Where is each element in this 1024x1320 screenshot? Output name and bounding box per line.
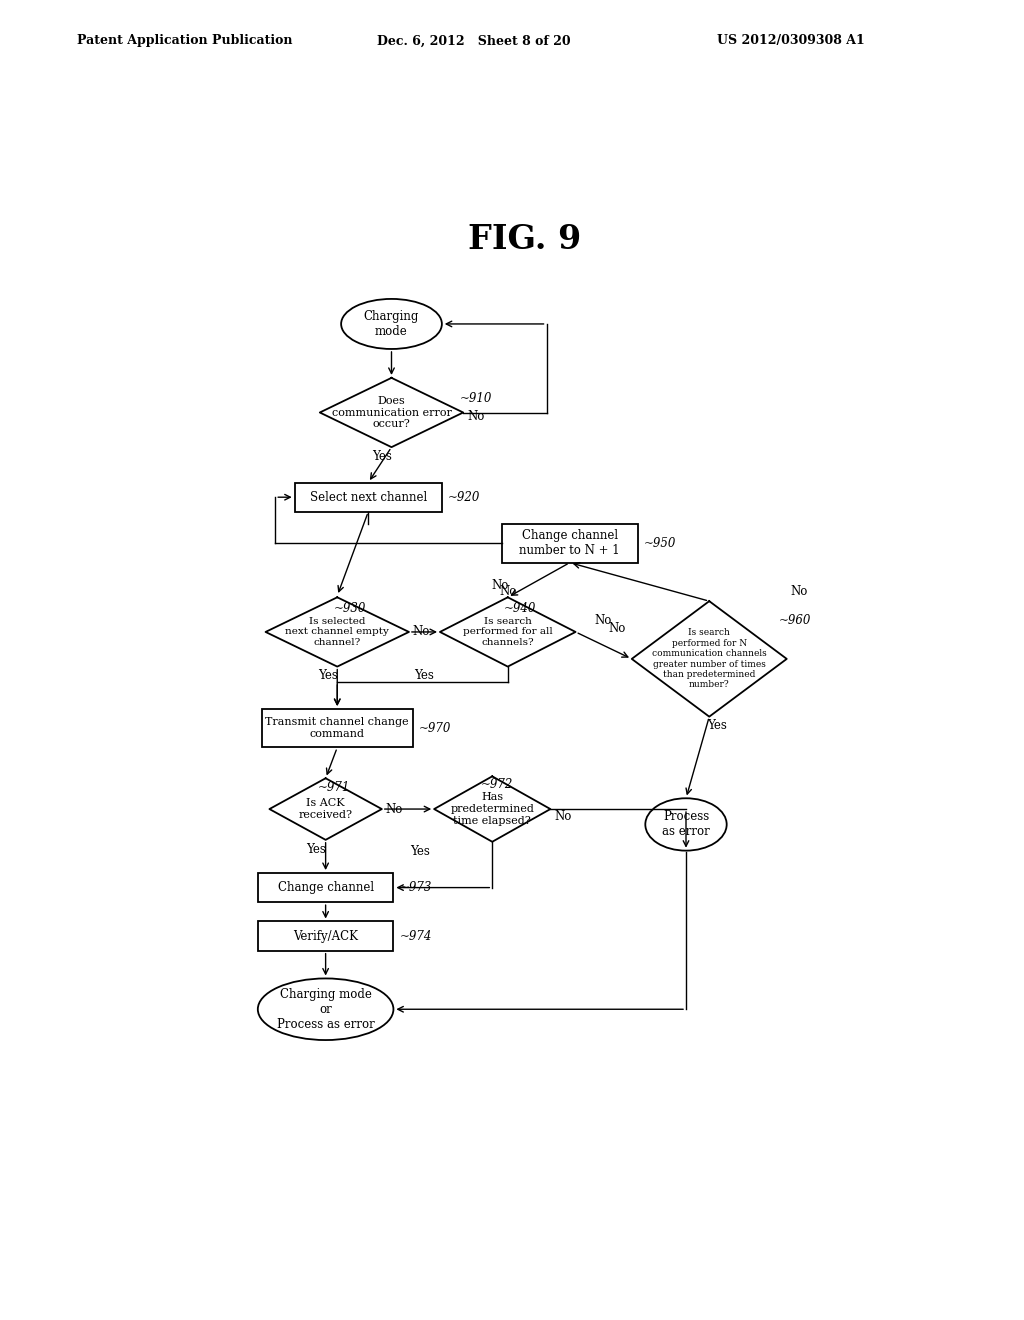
Text: Yes: Yes — [707, 719, 727, 733]
Text: No: No — [791, 585, 808, 598]
Text: Dec. 6, 2012   Sheet 8 of 20: Dec. 6, 2012 Sheet 8 of 20 — [377, 34, 570, 48]
Text: Does
communication error
occur?: Does communication error occur? — [332, 396, 452, 429]
Bar — [258, 873, 393, 903]
Bar — [502, 524, 638, 562]
Text: No: No — [499, 585, 516, 598]
Text: No: No — [467, 409, 484, 422]
Text: ~910: ~910 — [460, 392, 492, 405]
Text: Select next channel: Select next channel — [309, 491, 427, 504]
Text: Transmit channel change
command: Transmit channel change command — [265, 717, 409, 739]
Text: Yes: Yes — [373, 450, 392, 463]
Text: ~940: ~940 — [504, 602, 537, 615]
Text: ~960: ~960 — [779, 614, 811, 627]
Text: ~970: ~970 — [419, 722, 452, 735]
Text: ~920: ~920 — [449, 491, 480, 504]
Text: Is ACK
received?: Is ACK received? — [299, 799, 352, 820]
Text: Is search
performed for all
channels?: Is search performed for all channels? — [463, 616, 553, 647]
Text: Yes: Yes — [411, 845, 430, 858]
Text: No: No — [386, 803, 403, 816]
Text: ~950: ~950 — [644, 537, 676, 550]
Text: Patent Application Publication: Patent Application Publication — [77, 34, 292, 48]
Text: No: No — [492, 579, 509, 593]
Text: No: No — [594, 614, 611, 627]
Text: Is search
performed for N
communication channels
greater number of times
than pr: Is search performed for N communication … — [652, 628, 767, 689]
Text: Charging
mode: Charging mode — [364, 310, 419, 338]
Text: Verify/ACK: Verify/ACK — [293, 929, 358, 942]
Text: Change channel: Change channel — [278, 880, 374, 894]
Text: FIG. 9: FIG. 9 — [468, 223, 582, 256]
Text: Yes: Yes — [306, 842, 327, 855]
Text: Yes: Yes — [414, 669, 434, 682]
Text: Is selected
next channel empty
channel?: Is selected next channel empty channel? — [286, 616, 389, 647]
Bar — [258, 921, 393, 950]
Text: ~973: ~973 — [399, 880, 432, 894]
Text: No: No — [413, 626, 430, 639]
Text: US 2012/0309308 A1: US 2012/0309308 A1 — [717, 34, 864, 48]
Text: No: No — [554, 810, 571, 824]
Text: Change channel
number to N + 1: Change channel number to N + 1 — [519, 529, 621, 557]
Bar — [295, 483, 442, 512]
Text: Process
as error: Process as error — [663, 810, 710, 838]
Text: No: No — [608, 622, 626, 635]
Text: ~974: ~974 — [399, 929, 432, 942]
Text: ~972: ~972 — [480, 777, 513, 791]
Bar — [262, 709, 413, 747]
Text: Has
predetermined
time elapsed?: Has predetermined time elapsed? — [451, 792, 535, 825]
Text: Yes: Yes — [318, 669, 338, 682]
Text: Charging mode
or
Process as error: Charging mode or Process as error — [276, 987, 375, 1031]
Text: ~930: ~930 — [334, 602, 366, 615]
Text: ~971: ~971 — [317, 781, 350, 795]
